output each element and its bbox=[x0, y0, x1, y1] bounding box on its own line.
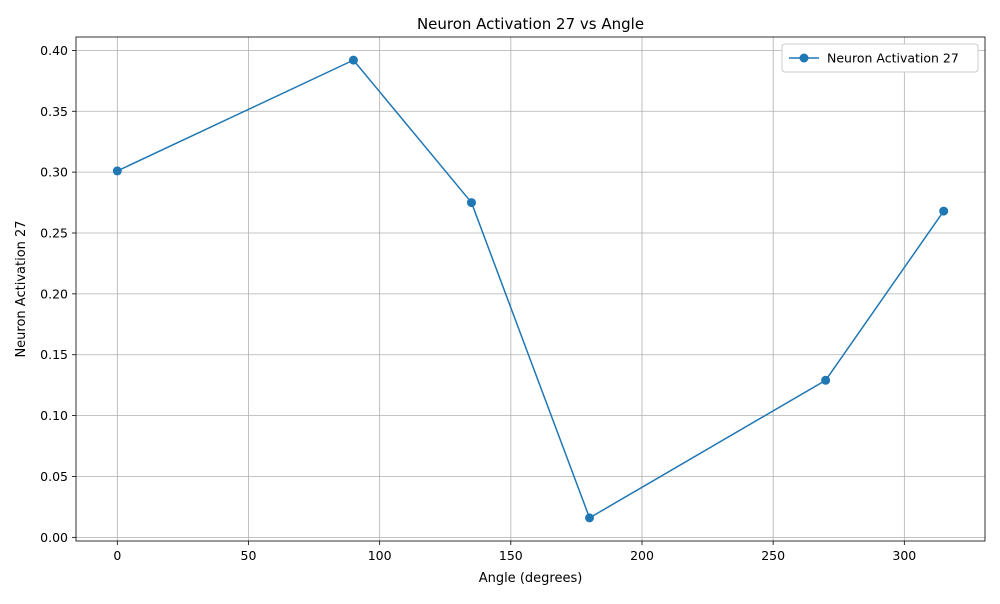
plot-area-frame bbox=[75, 36, 986, 542]
y-tick-label: 0.20 bbox=[40, 286, 68, 301]
data-point bbox=[821, 375, 831, 385]
legend-box bbox=[781, 43, 979, 73]
y-tick-label: 0.40 bbox=[40, 43, 68, 58]
y-tick-label: 0.00 bbox=[40, 530, 68, 545]
x-tick-label: 250 bbox=[761, 548, 785, 563]
data-point bbox=[466, 198, 476, 208]
chart-title: Neuron Activation 27 vs Angle bbox=[417, 15, 644, 33]
x-tick-label: 150 bbox=[499, 548, 523, 563]
y-tick-label: 0.30 bbox=[40, 165, 68, 180]
x-axis-label: Angle (degrees) bbox=[479, 571, 583, 586]
data-point bbox=[348, 55, 358, 65]
y-tick-label: 0.15 bbox=[40, 347, 68, 362]
x-tick-label: 50 bbox=[241, 548, 257, 563]
data-point bbox=[112, 166, 122, 176]
x-tick-label: 100 bbox=[368, 548, 392, 563]
x-tick-label: 200 bbox=[630, 548, 654, 563]
y-tick-label: 0.35 bbox=[40, 104, 68, 119]
x-tick-label: 0 bbox=[113, 548, 121, 563]
ticks: 0 50 100 150 200 250 300 0.00 0.05 0.10 0.15 0.20 0.… bbox=[40, 43, 916, 563]
legend: Neuron Activation 27 bbox=[781, 43, 979, 73]
y-axis-label: Neuron Activation 27 bbox=[14, 220, 29, 357]
data-point bbox=[585, 513, 595, 523]
y-tick-label: 0.10 bbox=[40, 408, 68, 423]
data-point bbox=[939, 206, 949, 216]
y-tick-label: 0.05 bbox=[40, 469, 68, 484]
y-tick-label: 0.25 bbox=[40, 226, 68, 241]
series-line bbox=[117, 59, 945, 519]
legend-marker-icon bbox=[799, 53, 809, 63]
x-tick-label: 300 bbox=[892, 548, 916, 563]
grid bbox=[76, 37, 985, 541]
series bbox=[112, 55, 949, 523]
legend-label: Neuron Activation 27 bbox=[827, 51, 959, 66]
